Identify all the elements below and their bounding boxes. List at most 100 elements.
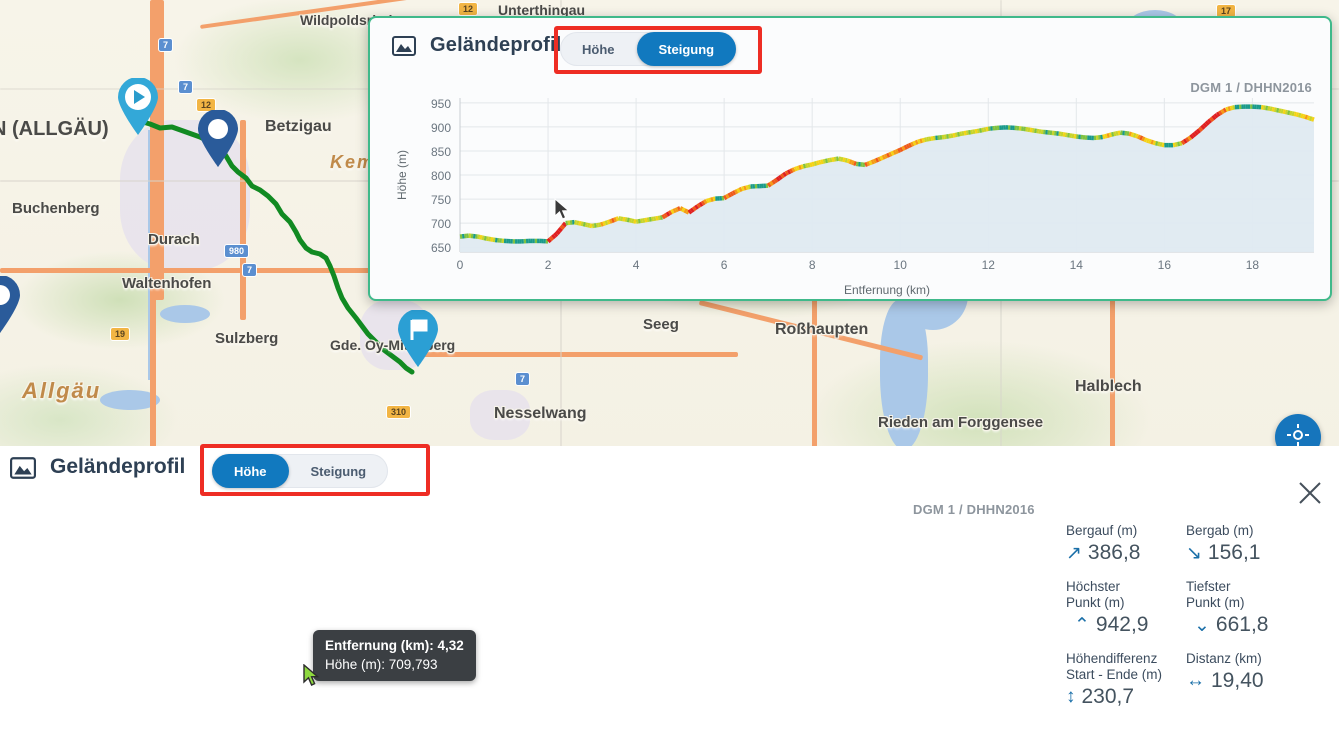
- stat-value-group: ↔ 19,40: [1186, 669, 1306, 693]
- map-urban-area: [470, 390, 530, 440]
- stat-distance: Distanz (km) ↔ 19,40: [1186, 651, 1306, 709]
- stat-label: Bergab (m): [1186, 523, 1254, 538]
- svg-text:0: 0: [457, 258, 464, 272]
- stat-value-group: ⌃ 942,9: [1066, 613, 1186, 637]
- svg-text:750: 750: [431, 193, 451, 207]
- chart-tooltip: Entfernung (km): 4,32 Höhe (m): 709,793: [313, 630, 476, 681]
- terrain-profile-panel-top[interactable]: Geländeprofil Höhe Steigung DGM 1 / DHHN…: [368, 16, 1332, 301]
- map-road: [150, 0, 164, 300]
- stat-label: Höchster Punkt (m): [1066, 579, 1125, 610]
- stat-ascent: Bergauf (m) ↗ 386,8: [1066, 523, 1186, 565]
- map-road-shield: 980: [224, 244, 250, 258]
- finish-marker[interactable]: [396, 309, 440, 368]
- tooltip-distance: Entfernung (km): 4,32: [325, 638, 464, 653]
- stat-descent: Bergab (m) ↘ 156,1: [1186, 523, 1306, 565]
- arrow-up-right-icon: ↗: [1066, 542, 1082, 564]
- map-road-shield: 12: [458, 2, 479, 16]
- left-edge-marker[interactable]: [0, 275, 22, 334]
- stat-value: 942,9: [1095, 613, 1149, 636]
- tooltip-elevation: Höhe (m): 709,793: [325, 657, 438, 672]
- crosshair-icon: [1286, 423, 1310, 452]
- map-label: Kem: [330, 152, 376, 172]
- toggle-option-hoehe-top[interactable]: Höhe: [582, 41, 615, 57]
- svg-text:900: 900: [431, 121, 451, 135]
- svg-text:18: 18: [1246, 258, 1260, 272]
- svg-text:4: 4: [633, 258, 640, 272]
- terrain-profile-panel-bottom[interactable]: Geländeprofil Höhe Steigung DGM 1 / DHHN…: [0, 446, 1339, 750]
- stat-highest: Höchster Punkt (m) ⌃ 942,9: [1066, 579, 1186, 637]
- svg-text:2: 2: [545, 258, 552, 272]
- svg-text:Entfernung (km): Entfernung (km): [844, 283, 930, 297]
- stat-label: Tiefster Punkt (m): [1186, 579, 1245, 610]
- profile-statistics: Bergauf (m) ↗ 386,8 Bergab (m) ↘ 156,1 H…: [1066, 523, 1336, 723]
- svg-text:800: 800: [431, 169, 451, 183]
- map-label: Buchenberg: [12, 200, 100, 217]
- map-label: N (ALLGÄU): [0, 118, 109, 140]
- stat-value-group: ↘ 156,1: [1186, 541, 1306, 565]
- stat-value: 230,7: [1081, 685, 1135, 708]
- svg-text:850: 850: [431, 145, 451, 159]
- start-marker[interactable]: [116, 77, 160, 136]
- panel-top-title-group: Geländeprofil: [392, 34, 562, 57]
- map-label: Roßhaupten: [775, 321, 869, 338]
- map-label: Durach: [148, 231, 200, 248]
- stat-lowest: Tiefster Punkt (m) ⌄ 661,8: [1186, 579, 1306, 637]
- stat-value: 661,8: [1215, 613, 1269, 636]
- panel-top-header: Geländeprofil Höhe Steigung DGM 1 / DHHN…: [370, 18, 1330, 95]
- map-label: Halblech: [1075, 378, 1142, 395]
- close-icon: [1295, 482, 1325, 512]
- map-label: Seeg: [643, 316, 679, 333]
- panel-top-title: Geländeprofil: [430, 34, 562, 56]
- mouse-cursor-top: [554, 198, 570, 220]
- stat-value-group: ↕ 230,7: [1066, 685, 1186, 709]
- map-road: [418, 352, 738, 357]
- profile-mode-toggle-bottom[interactable]: Höhe Steigung: [212, 454, 389, 488]
- toggle-option-steigung-top[interactable]: Steigung: [636, 32, 737, 66]
- profile-mode-toggle-top[interactable]: Höhe Steigung: [560, 32, 737, 66]
- svg-text:6: 6: [721, 258, 728, 272]
- map-road-shield: 7: [515, 372, 531, 386]
- source-label-bottom: DGM 1 / DHHN2016: [913, 502, 1035, 517]
- map-road: [240, 120, 246, 320]
- map-road-shield: 19: [110, 327, 131, 341]
- stat-row: Höchster Punkt (m) ⌃ 942,9 Tiefster Punk…: [1066, 579, 1336, 651]
- map-label: Unterthingau: [498, 2, 586, 18]
- map-road: [0, 268, 420, 273]
- chevron-down-icon: ⌄: [1194, 614, 1210, 636]
- source-label-top: DGM 1 / DHHN2016: [1190, 80, 1312, 95]
- map-road-shield: 7: [158, 38, 174, 52]
- map-road-shield: 7: [178, 80, 194, 94]
- stat-value: 19,40: [1211, 669, 1264, 692]
- map-road-shield: 310: [386, 405, 412, 419]
- map-label: Nesselwang: [494, 405, 587, 422]
- svg-text:650: 650: [431, 241, 451, 255]
- map-road-shield: 12: [196, 98, 217, 112]
- stat-label: Bergauf (m): [1066, 523, 1138, 538]
- arrow-leftright-icon: ↔: [1186, 670, 1205, 691]
- close-button[interactable]: [1295, 478, 1325, 508]
- map-label: Betzigau: [265, 118, 332, 135]
- map-river: [148, 130, 151, 380]
- stat-value: 156,1: [1207, 541, 1261, 564]
- map-label: Sulzberg: [215, 330, 279, 347]
- svg-text:10: 10: [894, 258, 908, 272]
- stat-label: Höhendifferenz Start - Ende (m): [1066, 651, 1163, 682]
- stat-value-group: ↗ 386,8: [1066, 541, 1186, 565]
- map-lake: [160, 305, 210, 323]
- panel-bottom-title-group: Geländeprofil: [10, 455, 185, 479]
- picture-icon: [392, 35, 416, 56]
- stat-row: Höhendifferenz Start - Ende (m) ↕ 230,7 …: [1066, 651, 1336, 723]
- stat-value-group: ⌄ 661,8: [1186, 613, 1306, 637]
- stat-value: 386,8: [1087, 541, 1141, 564]
- map-label: Allgäu: [22, 378, 102, 403]
- arrow-updown-icon: ↕: [1066, 686, 1076, 707]
- stat-row: Bergauf (m) ↗ 386,8 Bergab (m) ↘ 156,1: [1066, 523, 1336, 579]
- picture-icon: [10, 457, 36, 479]
- toggle-option-steigung-bottom[interactable]: Steigung: [310, 463, 367, 479]
- waypoint-marker[interactable]: [196, 109, 240, 168]
- svg-text:14: 14: [1070, 258, 1084, 272]
- terrain-chart-top[interactable]: 650 700 750 800 850 900 950 0 2 4 6 8 10 12 14 16 18 Höhe…: [370, 80, 1332, 300]
- panel-bottom-header: Geländeprofil Höhe Steigung: [0, 446, 1339, 504]
- toggle-option-hoehe-bottom[interactable]: Höhe: [212, 454, 289, 488]
- svg-text:950: 950: [431, 97, 451, 111]
